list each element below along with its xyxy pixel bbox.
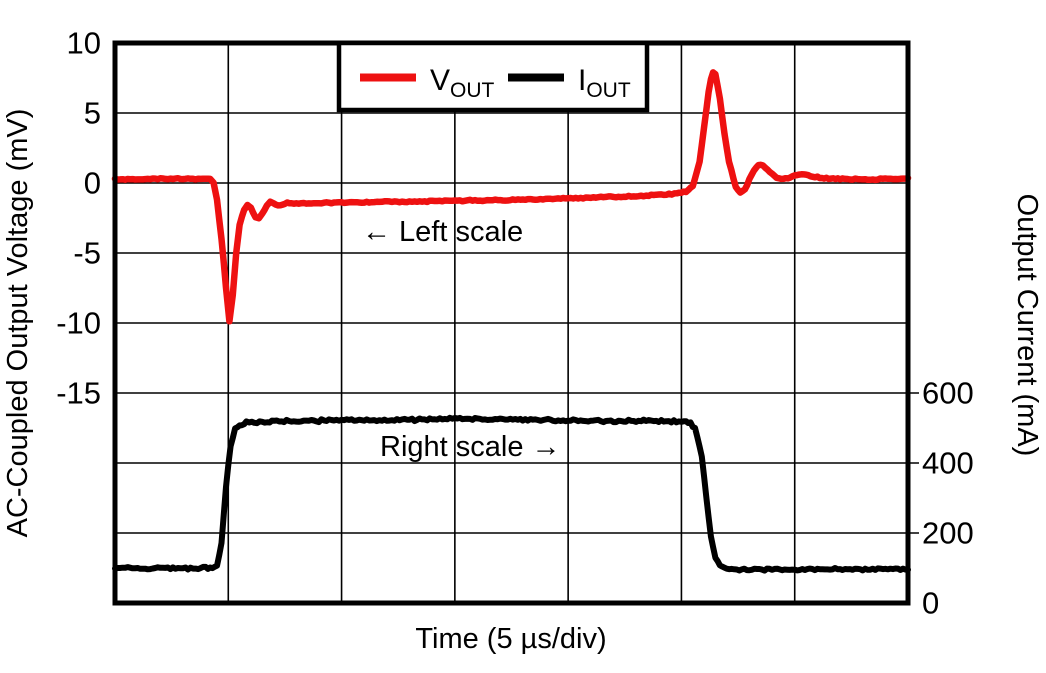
iout-trace [112, 414, 911, 574]
annotation-right-scale: Right scale → [380, 431, 561, 463]
left-axis-title: AC-Coupled Output Voltage (mV) [2, 109, 34, 538]
left-axis-tick-label: -5 [73, 236, 101, 271]
x-axis-title: Time (5 µs/div) [415, 623, 606, 655]
left-axis-tick-label: 5 [84, 96, 101, 131]
left-axis-tick-label: -10 [56, 306, 101, 341]
left-axis-tick-label: 10 [67, 26, 101, 61]
legend: VOUT IOUT [336, 40, 650, 113]
left-axis-tick-label: 0 [84, 166, 101, 201]
grid-lines [115, 43, 919, 603]
left-axis-tick-labels: 10 5 0 -5 -10 -15 [56, 26, 101, 411]
left-axis-tick-label: -15 [56, 376, 101, 411]
vout-trace [111, 69, 912, 325]
right-axis-tick-labels: 600 400 200 0 [922, 376, 974, 621]
right-axis-tick-label: 0 [922, 586, 939, 621]
annotation-left-scale: ← Left scale [362, 216, 523, 248]
right-axis-title: Output Current (mA) [1011, 194, 1043, 457]
trace-group [111, 69, 912, 574]
legend-label-vout: VOUT [430, 64, 495, 102]
right-axis-tick-label: 200 [922, 516, 974, 551]
right-axis-tick-label: 600 [922, 376, 974, 411]
right-axis-tick-label: 400 [922, 446, 974, 481]
legend-label-iout: IOUT [578, 64, 631, 102]
